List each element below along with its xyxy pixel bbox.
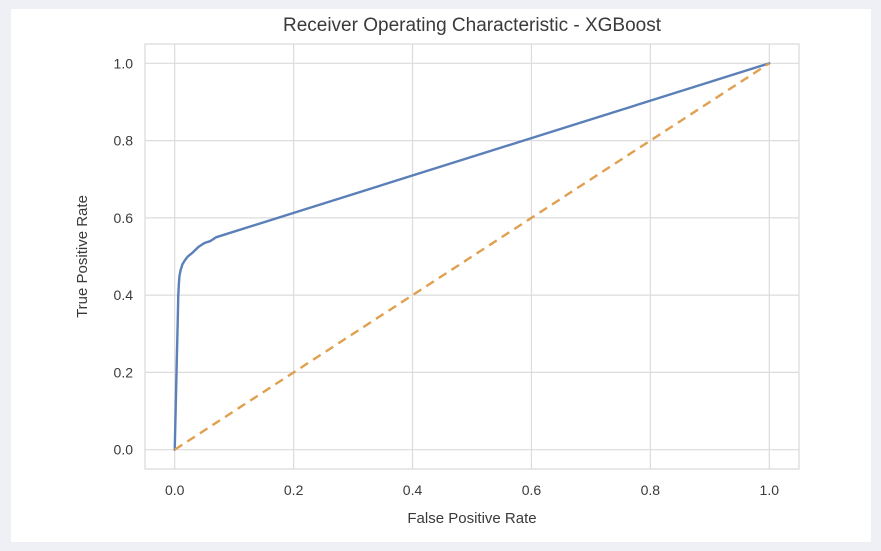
x-axis-label: False Positive Rate <box>407 510 536 527</box>
y-tick-label: 0.6 <box>114 210 134 226</box>
y-tick-label: 0.2 <box>114 364 134 380</box>
x-tick-label: 0.2 <box>284 482 304 498</box>
y-tick-label: 1.0 <box>114 55 134 71</box>
x-tick-label: 1.0 <box>760 482 780 498</box>
x-tick-labels: 0.0 0.2 0.4 0.6 0.8 1.0 <box>165 482 779 498</box>
roc-chart-figure: Receiver Operating Characteristic - XGBo… <box>11 9 871 542</box>
series-layer <box>173 62 771 451</box>
y-tick-label: 0.4 <box>114 287 134 303</box>
y-tick-labels: 0.0 0.2 0.4 0.6 0.8 1.0 <box>114 55 134 457</box>
y-axis-label: True Positive Rate <box>74 195 91 318</box>
y-tick-label: 0.0 <box>114 442 134 458</box>
x-tick-label: 0.8 <box>641 482 661 498</box>
x-tick-label: 0.6 <box>522 482 542 498</box>
chance-line <box>174 62 770 451</box>
plot-frame <box>144 43 800 470</box>
chart-title: Receiver Operating Characteristic - XGBo… <box>283 15 662 36</box>
x-tick-label: 0.4 <box>403 482 423 498</box>
roc-curve-line <box>173 62 771 451</box>
grid <box>145 44 799 469</box>
y-tick-label: 0.8 <box>114 133 134 149</box>
x-tick-label: 0.0 <box>165 482 185 498</box>
roc-chart: Receiver Operating Characteristic - XGBo… <box>74 15 800 527</box>
